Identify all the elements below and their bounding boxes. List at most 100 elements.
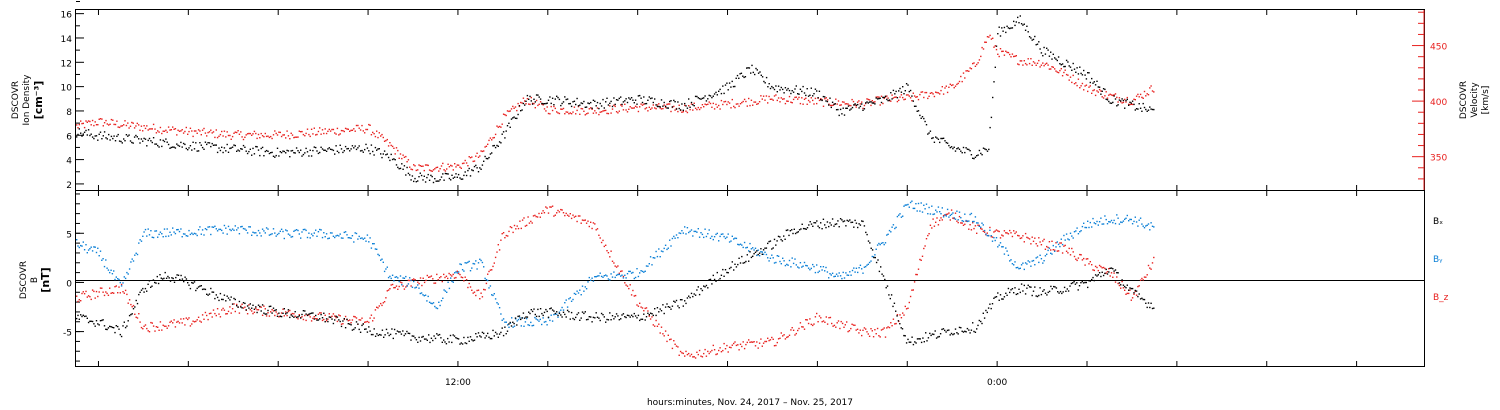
- data-point: [708, 352, 710, 355]
- data-point: [461, 269, 464, 271]
- data-point: [231, 135, 234, 138]
- data-point: [114, 286, 116, 288]
- data-point: [253, 153, 256, 155]
- data-point: [1035, 64, 1037, 66]
- data-point: [993, 297, 995, 299]
- data-point: [238, 133, 241, 135]
- data-point: [1084, 74, 1086, 76]
- data-point: [836, 103, 838, 105]
- data-point: [382, 302, 384, 304]
- data-point: [708, 94, 710, 97]
- data-point: [534, 214, 536, 217]
- data-point: [1014, 55, 1016, 57]
- data-point: [607, 104, 610, 106]
- data-point: [776, 99, 778, 102]
- data-point: [329, 130, 332, 132]
- data-point: [1076, 84, 1078, 87]
- data-point: [438, 277, 441, 279]
- data-point: [919, 93, 921, 96]
- data-point: [718, 279, 720, 281]
- data-point: [735, 237, 738, 240]
- data-point: [692, 104, 694, 106]
- data-point: [671, 106, 674, 108]
- data-point: [887, 97, 889, 99]
- data-point: [799, 102, 802, 105]
- data-point: [989, 226, 991, 229]
- data-point: [1110, 94, 1113, 96]
- data-point: [929, 130, 932, 132]
- data-point: [803, 92, 806, 94]
- data-point: [167, 126, 170, 128]
- data-point: [957, 333, 959, 335]
- data-point: [773, 345, 776, 347]
- data-point: [387, 276, 390, 279]
- data-point: [1146, 224, 1148, 226]
- data-point: [854, 324, 856, 326]
- data-point: [159, 231, 162, 233]
- data-point: [501, 133, 503, 135]
- data-point: [880, 266, 882, 268]
- data-point: [704, 95, 706, 97]
- data-point: [992, 96, 994, 99]
- data-point: [1061, 252, 1064, 254]
- data-point: [120, 140, 122, 143]
- data-point: [1139, 279, 1142, 281]
- data-point: [1081, 259, 1084, 261]
- data-point: [1030, 265, 1032, 267]
- data-point: [380, 259, 382, 261]
- data-point: [417, 169, 419, 171]
- data-point: [754, 345, 757, 347]
- data-point: [720, 99, 723, 102]
- data-point: [297, 316, 299, 318]
- data-point: [351, 235, 354, 237]
- data-point: [677, 101, 679, 103]
- data-point: [924, 245, 926, 247]
- data-point: [319, 312, 321, 314]
- data-point: [1143, 298, 1146, 301]
- data-point: [915, 273, 917, 276]
- data-point: [590, 279, 592, 281]
- data-point: [1126, 292, 1128, 295]
- data-point: [620, 270, 622, 273]
- data-point: [411, 335, 413, 337]
- data-point: [999, 294, 1002, 296]
- data-point: [591, 321, 593, 323]
- data-point: [961, 152, 963, 154]
- data-point: [309, 237, 311, 239]
- data-point: [598, 107, 600, 110]
- data-point: [324, 321, 326, 323]
- data-point: [664, 244, 667, 246]
- top-left-tick-label: 14: [61, 35, 73, 45]
- data-point: [1141, 223, 1143, 225]
- data-point: [157, 130, 159, 132]
- data-point: [726, 103, 728, 106]
- data-point: [919, 114, 921, 117]
- data-point: [848, 330, 851, 332]
- data-point: [272, 155, 275, 157]
- data-point: [218, 313, 220, 315]
- data-point: [803, 328, 806, 330]
- data-point: [693, 105, 695, 107]
- data-point: [374, 335, 377, 337]
- data-point: [935, 136, 937, 138]
- data-point: [1149, 87, 1151, 89]
- data-point: [629, 98, 631, 100]
- data-point: [1047, 249, 1049, 252]
- data-point: [538, 96, 540, 98]
- data-point: [700, 355, 702, 357]
- data-point: [761, 76, 764, 78]
- data-point: [131, 121, 133, 124]
- data-point: [724, 237, 727, 240]
- data-point: [196, 132, 198, 134]
- data-point: [1024, 293, 1027, 295]
- data-point: [553, 313, 555, 316]
- data-point: [160, 277, 162, 279]
- data-point: [378, 305, 380, 307]
- data-point: [173, 128, 175, 130]
- data-point: [278, 312, 280, 314]
- data-point: [583, 290, 585, 292]
- data-point: [1047, 64, 1049, 66]
- data-point: [264, 132, 266, 135]
- data-point: [757, 72, 760, 74]
- data-point: [357, 323, 359, 325]
